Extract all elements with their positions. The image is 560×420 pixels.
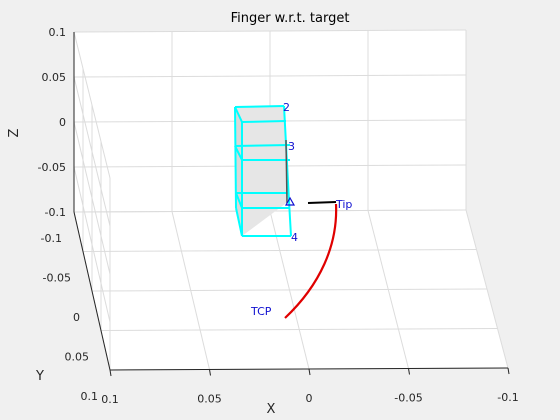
y-tick-label: -0.05 bbox=[43, 272, 71, 285]
x-tick-label: 0.1 bbox=[101, 393, 119, 406]
y-tick-label: -0.1 bbox=[41, 232, 62, 245]
x-tick-label: -0.1 bbox=[497, 391, 518, 404]
x-tick-mark bbox=[507, 367, 510, 375]
grid-lines bbox=[73, 29, 510, 377]
grid-y-floor-1 bbox=[82, 249, 477, 252]
box-edge-bottom-back bbox=[235, 207, 243, 237]
z-tick-label: -0.1 bbox=[45, 206, 66, 219]
box-edge-mid1 bbox=[234, 144, 291, 147]
x-tick-mark bbox=[408, 368, 410, 375]
z-tick-label: 0.05 bbox=[42, 71, 67, 84]
tick-labels: 0.1 0.05 0 -0.05 -0.1 0.1 0.05 0 -0.05 -0.1 -0.1 -0… bbox=[38, 26, 519, 406]
y-axis-label: Y bbox=[35, 369, 44, 384]
x-tick-label: -0.05 bbox=[394, 392, 422, 405]
label-tcp: TCP bbox=[250, 305, 272, 318]
x-tick-mark bbox=[209, 369, 211, 376]
label-tip: Tip bbox=[335, 198, 352, 211]
finger-link bbox=[285, 139, 288, 204]
box-edge-mid2-diag bbox=[235, 192, 290, 209]
target-box bbox=[234, 105, 296, 237]
z-axis-label: Z bbox=[7, 128, 22, 137]
x-tick-label: 0.05 bbox=[197, 393, 222, 406]
y-tick-label: 0.05 bbox=[65, 351, 90, 364]
z-tick-label: -0.05 bbox=[38, 161, 66, 174]
box-edge-top bbox=[234, 105, 285, 108]
box-edge-top-diag bbox=[234, 106, 287, 124]
x-tick-mark bbox=[109, 369, 112, 377]
grid-y-floor-2 bbox=[91, 288, 488, 292]
z-tick-label: 0.1 bbox=[49, 26, 67, 39]
box-edge-left-back bbox=[234, 106, 237, 209]
x-axis-label: X bbox=[267, 402, 276, 417]
z-tick-label: 0 bbox=[59, 116, 66, 129]
x-tick-label: 0 bbox=[306, 392, 313, 405]
finger-segment bbox=[307, 201, 337, 204]
label-4: 4 bbox=[291, 231, 298, 244]
x-tick-mark bbox=[308, 368, 311, 376]
y-tick-label: 0 bbox=[73, 311, 80, 324]
y-axis-line bbox=[73, 211, 111, 371]
chart-title: Finger w.r.t. target bbox=[231, 11, 350, 26]
box-edge-right bbox=[283, 105, 292, 237]
grid-y-floor-3 bbox=[100, 328, 498, 331]
y-tick-label: 0.1 bbox=[81, 390, 99, 403]
box-edge-mid1-diag bbox=[234, 145, 290, 161]
box-shade-front bbox=[235, 106, 289, 236]
label-2: 2 bbox=[283, 101, 290, 114]
label-3: 3 bbox=[288, 140, 295, 153]
finger-marker bbox=[284, 196, 296, 206]
trajectory-line bbox=[284, 203, 338, 319]
